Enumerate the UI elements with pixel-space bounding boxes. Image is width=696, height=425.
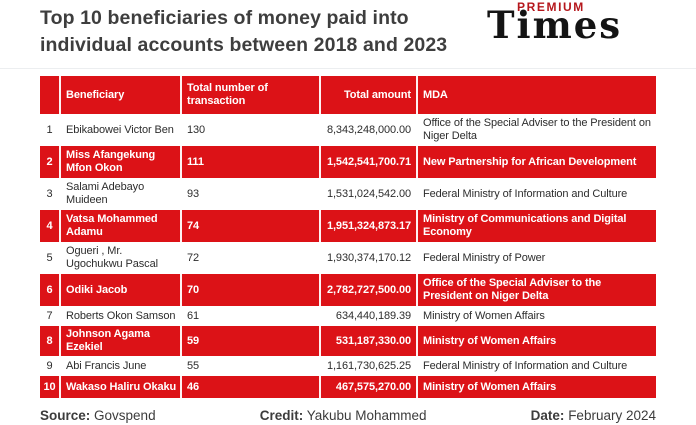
logo-premium-text: PREMIUM [517,0,585,14]
footer-credit: Credit: Yakubu Mohammed [260,407,427,425]
column-header-mda: MDA [416,76,656,114]
cell-mda: Federal Ministry of Power [423,251,546,264]
cell-amount: 1,930,374,170.12 [326,251,411,264]
page-title: Top 10 beneficiaries of money paid into … [40,7,448,56]
credit-label: Credit: [259,408,304,423]
cell-mda: Office of the Special Adviser to the Pre… [416,274,656,306]
cell-beneficiary: Salami Adebayo Muideen [66,181,145,206]
table-row: 10 Wakaso Haliru Okaku 46 467,575,270.00… [40,376,656,398]
cell-beneficiary: Miss Afangekung Mfon Okon [59,146,180,178]
column-header-beneficiary: Beneficiary [59,76,180,114]
table-row: 9 Abi Francis June 55 1,161,730,625.25 F… [40,356,656,376]
table-header-row: Beneficiary Total number of transaction … [40,76,656,114]
cell-amount: 8,343,248,000.00 [326,123,411,136]
cell-rank: 10 [43,380,56,393]
cell-beneficiary: Ogueri , Mr. Ugochukwu Pascal [66,245,158,270]
cell-mda: Ministry of Communications and Digital E… [416,210,656,242]
date-label: Date: [530,408,565,423]
cell-mda: Ministry of Women Affairs [416,326,656,356]
cell-mda: New Partnership for African Development [416,146,656,178]
cell-amount: 1,161,730,625.25 [326,359,411,372]
cell-mda: Federal Ministry of Information and Cult… [423,187,628,200]
table-row: 2 Miss Afangekung Mfon Okon 111 1,542,54… [40,146,656,178]
table-row: 5 Ogueri , Mr. Ugochukwu Pascal 72 1,930… [40,242,656,274]
footer-source: Source: Govspend [40,407,156,425]
header-divider [0,68,696,69]
cell-transactions: 72 [187,251,200,264]
cell-transactions: 61 [187,309,200,322]
source-value: Govspend [94,408,156,423]
footer: Source: Govspend Credit: Yakubu Mohammed… [40,407,656,425]
table-row: 8 Johnson Agama Ezekiel 59 531,187,330.0… [40,326,656,356]
cell-mda: Ministry of Women Affairs [416,376,656,398]
cell-amount: 467,575,270.00 [319,376,416,398]
beneficiaries-table: Beneficiary Total number of transaction … [40,76,656,398]
cell-transactions: 70 [180,274,319,306]
cell-transactions: 59 [180,326,319,356]
cell-transactions: 55 [187,359,200,372]
table-row: 4 Vatsa Mohammed Adamu 74 1,951,324,873.… [40,210,656,242]
table-row: 6 Odiki Jacob 70 2,782,727,500.00 Office… [40,274,656,306]
column-header-amount: Total amount [319,76,416,114]
cell-rank: 2 [46,155,53,168]
footer-date: Date: February 2024 [531,407,656,425]
cell-amount: 531,187,330.00 [319,326,416,356]
credit-value: Yakubu Mohammed [306,408,427,423]
column-header-transactions: Total number of transaction [180,76,319,114]
source-label: Source: [40,408,91,423]
cell-mda: Office of the Special Adviser to the Pre… [423,117,651,142]
cell-beneficiary: Odiki Jacob [59,274,180,306]
cell-rank: 7 [46,309,53,322]
cell-transactions: 93 [187,187,200,200]
cell-beneficiary: Ebikabowei Victor Ben [66,123,174,136]
cell-transactions: 74 [180,210,319,242]
table-body: 1 Ebikabowei Victor Ben 130 8,343,248,00… [40,114,656,398]
cell-transactions: 46 [180,376,319,398]
cell-rank: 5 [46,251,53,264]
cell-amount: 1,542,541,700.71 [319,146,416,178]
cell-amount: 1,951,324,873.17 [319,210,416,242]
cell-transactions: 111 [180,146,319,178]
cell-mda: Federal Ministry of Information and Cult… [423,359,628,372]
cell-rank: 1 [46,123,53,136]
cell-rank: 9 [46,359,53,372]
cell-transactions: 130 [187,123,206,136]
cell-amount: 2,782,727,500.00 [319,274,416,306]
cell-mda: Ministry of Women Affairs [423,309,545,322]
cell-beneficiary: Johnson Agama Ezekiel [59,326,180,356]
logo-times-text: Times [487,3,623,47]
cell-beneficiary: Abi Francis June [66,359,147,372]
table-row: 3 Salami Adebayo Muideen 93 1,531,024,54… [40,178,656,210]
cell-beneficiary: Wakaso Haliru Okaku [59,376,180,398]
cell-amount: 634,440,189.39 [335,309,411,322]
cell-rank: 8 [46,334,53,347]
cell-rank: 4 [46,219,53,232]
table-row: 1 Ebikabowei Victor Ben 130 8,343,248,00… [40,114,656,146]
column-header-rank [40,76,59,114]
cell-amount: 1,531,024,542.00 [326,187,411,200]
cell-rank: 3 [46,187,53,200]
cell-beneficiary: Roberts Okon Samson [66,309,176,322]
premium-times-logo: PREMIUM Times [487,0,637,47]
date-value: February 2024 [568,408,656,423]
cell-beneficiary: Vatsa Mohammed Adamu [59,210,180,242]
cell-rank: 6 [46,283,53,296]
table-row: 7 Roberts Okon Samson 61 634,440,189.39 … [40,306,656,326]
